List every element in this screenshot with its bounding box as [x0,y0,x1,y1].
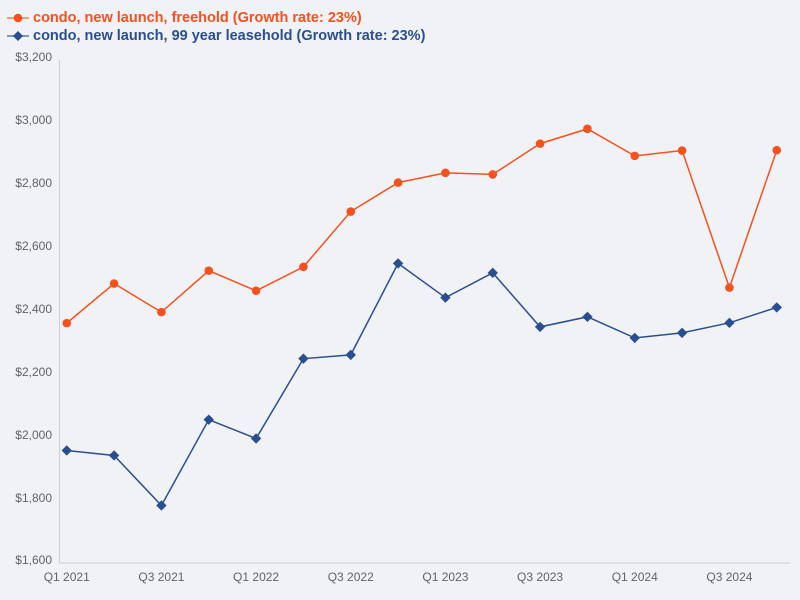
svg-text:$2,600: $2,600 [15,239,52,253]
svg-text:Q3 2021: Q3 2021 [138,570,184,584]
svg-text:$2,400: $2,400 [15,302,52,316]
svg-text:Q1 2022: Q1 2022 [233,570,279,584]
svg-text:Q3 2023: Q3 2023 [517,570,563,584]
svg-text:$3,000: $3,000 [15,113,52,127]
svg-text:$1,600: $1,600 [15,553,52,567]
svg-text:$2,000: $2,000 [15,428,52,442]
svg-text:Q1 2024: Q1 2024 [612,570,658,584]
svg-text:Q1 2021: Q1 2021 [44,570,90,584]
svg-text:$2,800: $2,800 [15,176,52,190]
svg-text:$2,200: $2,200 [15,365,52,379]
svg-text:$1,800: $1,800 [15,491,52,505]
svg-text:Q3 2022: Q3 2022 [328,570,374,584]
svg-text:Q3 2024: Q3 2024 [706,570,752,584]
svg-text:$3,200: $3,200 [15,50,52,64]
svg-text:Q1 2023: Q1 2023 [422,570,468,584]
